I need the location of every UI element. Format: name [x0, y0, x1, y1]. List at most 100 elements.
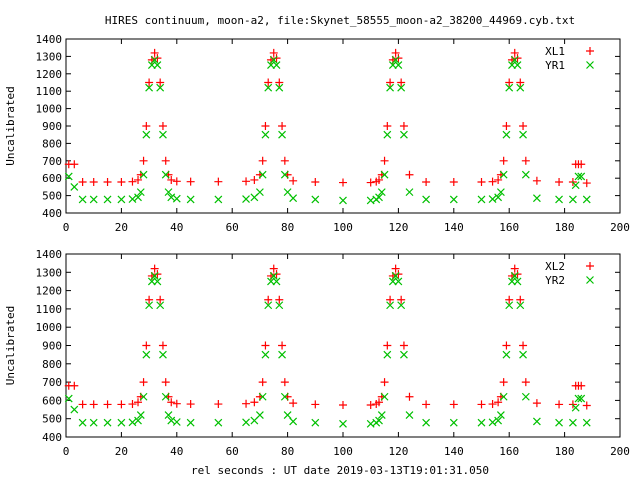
data-point — [264, 78, 273, 87]
data-point — [311, 195, 320, 204]
data-point — [568, 418, 577, 427]
data-point — [366, 178, 375, 187]
data-point — [394, 61, 403, 70]
data-point — [582, 418, 591, 427]
data-point — [568, 195, 577, 204]
data-point — [477, 178, 486, 187]
data-point — [532, 417, 541, 426]
data-point — [139, 392, 148, 401]
data-point — [555, 400, 564, 409]
data-point — [399, 341, 408, 350]
x-tick-label: 200 — [610, 221, 630, 234]
data-point — [147, 61, 156, 70]
data-point — [242, 177, 251, 186]
data-point — [89, 418, 98, 427]
data-point — [397, 295, 406, 304]
data-point — [70, 381, 79, 390]
x-tick-label: 60 — [226, 221, 239, 234]
data-point — [214, 195, 223, 204]
data-point — [128, 400, 137, 409]
data-point — [289, 176, 298, 185]
data-point — [136, 188, 145, 197]
data-point — [142, 130, 151, 139]
data-point — [516, 78, 525, 87]
y-tick-label: 1000 — [36, 103, 63, 116]
data-point — [394, 270, 403, 279]
data-point — [278, 350, 286, 359]
data-point — [386, 301, 395, 310]
x-tick-label: 40 — [170, 221, 183, 234]
data-point — [139, 378, 148, 387]
data-point — [380, 392, 389, 401]
data-point — [164, 188, 173, 197]
y-tick-label: 1400 — [36, 248, 63, 261]
data-point — [159, 350, 167, 359]
data-point — [388, 277, 397, 286]
data-point — [494, 193, 503, 202]
legend-marker — [586, 276, 594, 284]
y-axis-label: Uncalibrated — [4, 86, 17, 165]
data-point — [502, 350, 511, 359]
data-point — [158, 122, 167, 130]
data-point — [422, 195, 431, 204]
data-point — [555, 195, 563, 204]
data-point — [70, 182, 79, 191]
data-point — [134, 193, 142, 202]
data-point — [397, 301, 406, 310]
data-point — [422, 418, 431, 427]
data-point — [172, 194, 181, 203]
data-point — [513, 61, 522, 70]
data-point — [502, 130, 511, 139]
data-point — [70, 160, 79, 169]
data-point — [521, 392, 530, 401]
data-point — [510, 55, 519, 64]
data-point — [258, 392, 267, 401]
data-point — [516, 301, 525, 310]
data-point — [78, 195, 87, 204]
data-point — [388, 61, 397, 70]
y-tick-label: 1100 — [36, 85, 63, 98]
data-point — [494, 398, 503, 407]
data-point — [255, 411, 264, 419]
y-tick-label: 800 — [42, 358, 62, 371]
data-point — [449, 178, 458, 187]
y-tick-label: 400 — [42, 431, 62, 444]
x-tick-label: 0 — [63, 221, 70, 234]
data-point — [145, 295, 154, 304]
data-point — [377, 411, 386, 419]
data-point — [383, 130, 392, 139]
legend-label: XL2 — [545, 260, 565, 273]
y-tick-label: 400 — [42, 207, 62, 220]
data-point — [156, 83, 165, 92]
y-tick-label: 500 — [42, 413, 62, 426]
data-point — [272, 61, 281, 70]
data-point — [267, 61, 275, 70]
data-point — [499, 170, 508, 179]
data-point — [405, 170, 414, 179]
series-YR1 — [64, 55, 591, 205]
data-point — [574, 394, 583, 403]
data-point — [397, 83, 406, 92]
data-point — [510, 272, 519, 280]
x-tick-label: 60 — [226, 445, 239, 458]
data-point — [258, 378, 267, 387]
x-tick-label: 0 — [63, 445, 70, 458]
data-point — [159, 130, 167, 139]
data-point — [264, 83, 273, 92]
data-point — [366, 400, 375, 409]
y-tick-label: 800 — [42, 137, 62, 150]
data-point — [571, 403, 580, 412]
data-point — [394, 277, 403, 286]
data-point — [161, 378, 170, 387]
data-point — [375, 193, 383, 202]
y-axis-label: Uncalibrated — [4, 306, 17, 385]
data-point — [139, 156, 148, 165]
data-point — [532, 399, 541, 408]
data-point — [145, 301, 154, 310]
data-point — [186, 195, 195, 204]
data-point — [186, 418, 195, 427]
data-point — [78, 418, 87, 427]
data-point — [142, 341, 151, 350]
data-point — [158, 341, 167, 350]
